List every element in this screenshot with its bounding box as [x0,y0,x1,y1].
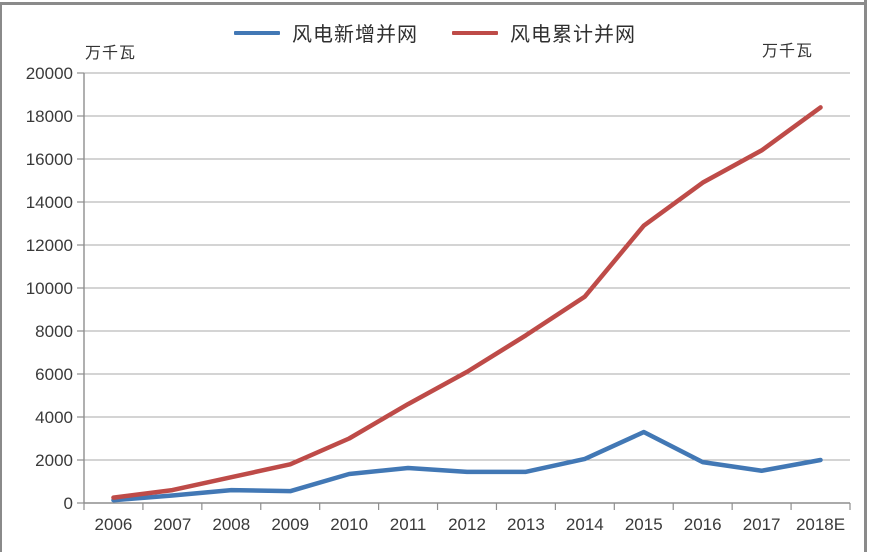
legend-swatch-new-grid [234,30,280,35]
y-tick-label: 12000 [26,236,73,255]
x-tick-label: 2016 [684,515,722,534]
x-tick-label: 2017 [743,515,781,534]
x-tick-label: 2013 [507,515,545,534]
x-tick-label: 2018E [796,515,845,534]
y-tick-label: 14000 [26,193,73,212]
y-tick-label: 16000 [26,150,73,169]
legend-label-new-grid: 风电新增并网 [292,24,418,46]
chart-legend: 风电新增并网 风电累计并网 [0,18,870,47]
window-border-top [0,2,867,5]
legend-item-cumulative-grid: 风电累计并网 [452,18,636,47]
y-axis-unit-right: 万千瓦 [762,43,814,60]
y-axis-unit-left: 万千瓦 [85,45,137,62]
legend-item-new-grid: 风电新增并网 [234,18,418,47]
series-line-0 [111,429,823,503]
legend-swatch-cumulative-grid [452,30,498,35]
legend-label-cumulative-grid: 风电累计并网 [510,24,636,46]
y-tick-label: 4000 [35,408,73,427]
x-tick-label: 2006 [95,515,133,534]
y-tick-label: 20000 [26,64,73,83]
window-border-left [0,2,2,552]
x-tick-label: 2015 [625,515,663,534]
y-tick-label: 18000 [26,107,73,126]
x-tick-label: 2011 [390,515,427,534]
x-tick-label: 2008 [212,515,250,534]
y-tick-label: 6000 [35,365,73,384]
series-line-1 [111,105,823,500]
x-tick-label: 2009 [271,515,309,534]
y-tick-label: 10000 [26,279,73,298]
window-border-right [864,0,867,552]
x-tick-label: 2014 [566,515,604,534]
x-tick-label: 2010 [330,515,368,534]
y-tick-label: 0 [64,494,73,513]
y-tick-label: 8000 [35,322,73,341]
x-tick-label: 2012 [448,515,486,534]
x-tick-label: 2007 [153,515,191,534]
y-tick-label: 2000 [35,451,73,470]
